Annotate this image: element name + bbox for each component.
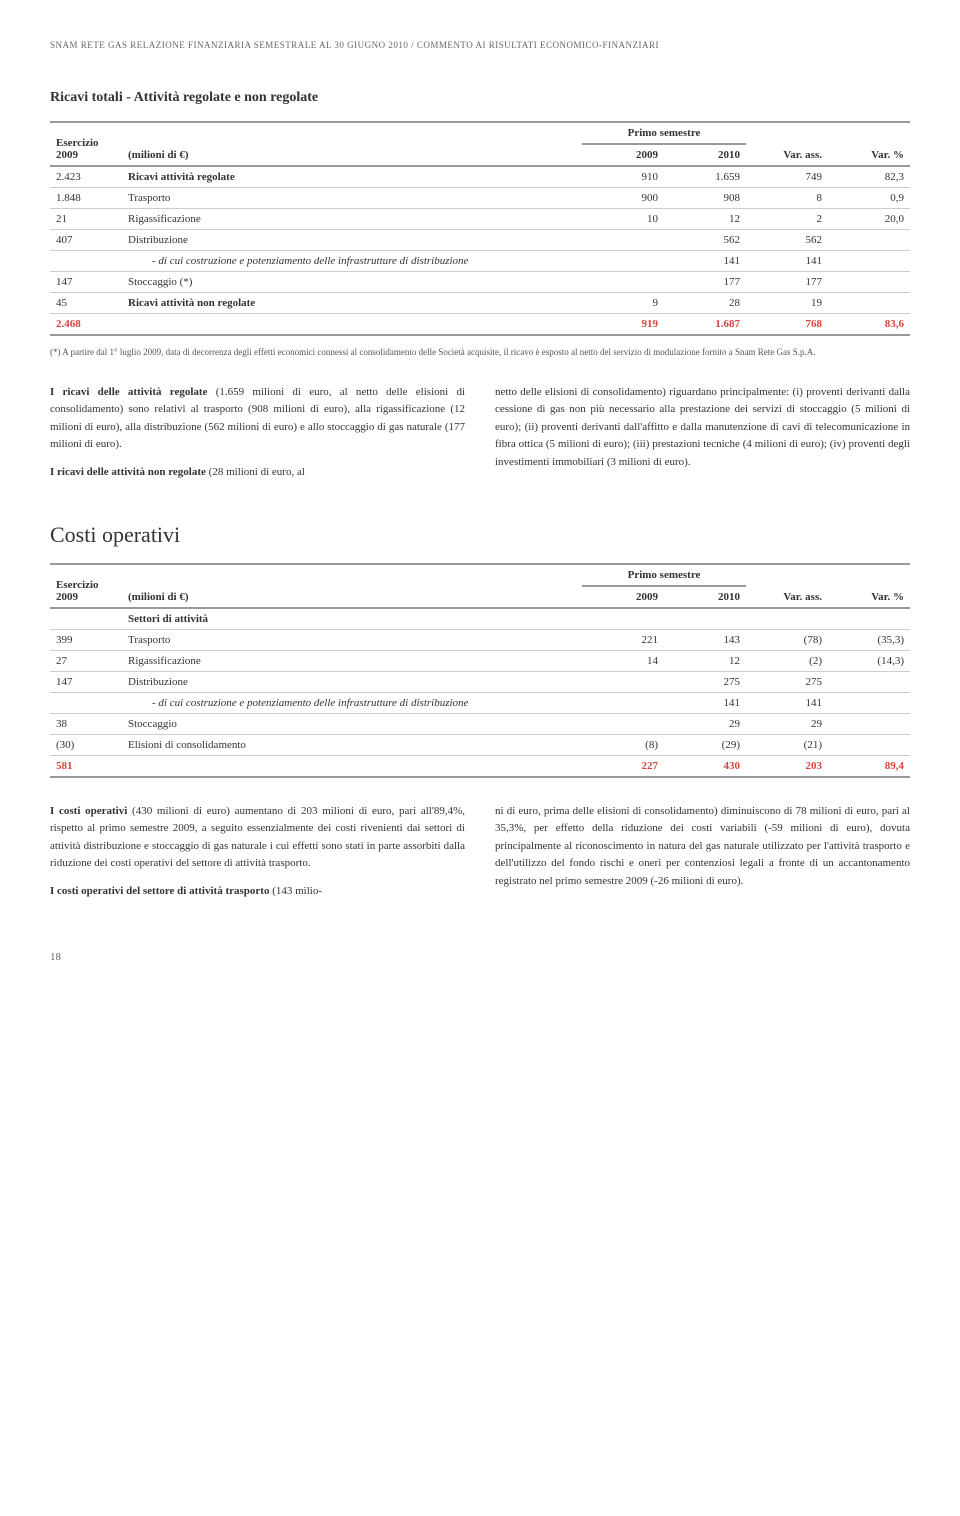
col-varp: Var. % [828, 122, 910, 166]
table-row: 399Trasporto221143(78)(35,3) [50, 629, 910, 650]
table-row: 2.423Ricavi attività regolate9101.659749… [50, 166, 910, 188]
para1-left: I ricavi delle attività regolate (1.659 … [50, 384, 465, 482]
table-row: 147Distribuzione275275 [50, 671, 910, 692]
page-number: 18 [50, 951, 910, 963]
table-costi: Esercizio 2009 (milioni di €) Primo seme… [50, 563, 910, 778]
table-row: 27Rigassificazione1412(2)(14,3) [50, 650, 910, 671]
table-row: 45Ricavi attività non regolate92819 [50, 293, 910, 314]
table-row: 147Stoccaggio (*)177177 [50, 272, 910, 293]
table2-title: Costi operativi [50, 522, 910, 548]
col-vara2: Var. ass. [746, 564, 828, 608]
table-row: - di cui costruzione e potenziamento del… [50, 692, 910, 713]
col-2010b: 2010 [664, 586, 746, 608]
table-row: - di cui costruzione e potenziamento del… [50, 251, 910, 272]
col-unit2: (milioni di €) [122, 564, 582, 608]
table1-title: Ricavi totali - Attività regolate e non … [50, 90, 910, 106]
page-header: SNAM RETE GAS RELAZIONE FINANZIARIA SEME… [50, 40, 910, 50]
table-row: 21Rigassificazione1012220,0 [50, 209, 910, 230]
total-row: 58122743020389,4 [50, 755, 910, 777]
col-2009b: 2009 [582, 586, 664, 608]
col-primo: Primo semestre [582, 122, 746, 144]
table-ricavi: Esercizio 2009 (milioni di €) Primo seme… [50, 121, 910, 336]
para1-right: netto delle elisioni di consolidamento) … [495, 384, 910, 482]
col-2010: 2010 [664, 144, 746, 166]
table-row: 407Distribuzione562562 [50, 230, 910, 251]
col-primo2: Primo semestre [582, 564, 746, 586]
table-row: 1.848Trasporto90090880,9 [50, 188, 910, 209]
para2-left: I costi operativi (430 milioni di euro) … [50, 803, 465, 901]
col-unit: (milioni di €) [122, 122, 582, 166]
table-row: (30)Elisioni di consolidamento(8)(29)(21… [50, 734, 910, 755]
para2-right: ni di euro, prima delle elisioni di cons… [495, 803, 910, 901]
para1: I ricavi delle attività regolate (1.659 … [50, 384, 910, 482]
col-vara: Var. ass. [746, 122, 828, 166]
table-row: 38Stoccaggio2929 [50, 713, 910, 734]
col-esercizio: Esercizio 2009 [50, 122, 122, 166]
table1-footnote: (*) A partire dal 1° luglio 2009, data d… [50, 346, 910, 359]
col-2009: 2009 [582, 144, 664, 166]
total-row: 2.4689191.68776883,6 [50, 314, 910, 336]
para2: I costi operativi (430 milioni di euro) … [50, 803, 910, 901]
col-varp2: Var. % [828, 564, 910, 608]
col-esercizio2: Esercizio 2009 [50, 564, 122, 608]
